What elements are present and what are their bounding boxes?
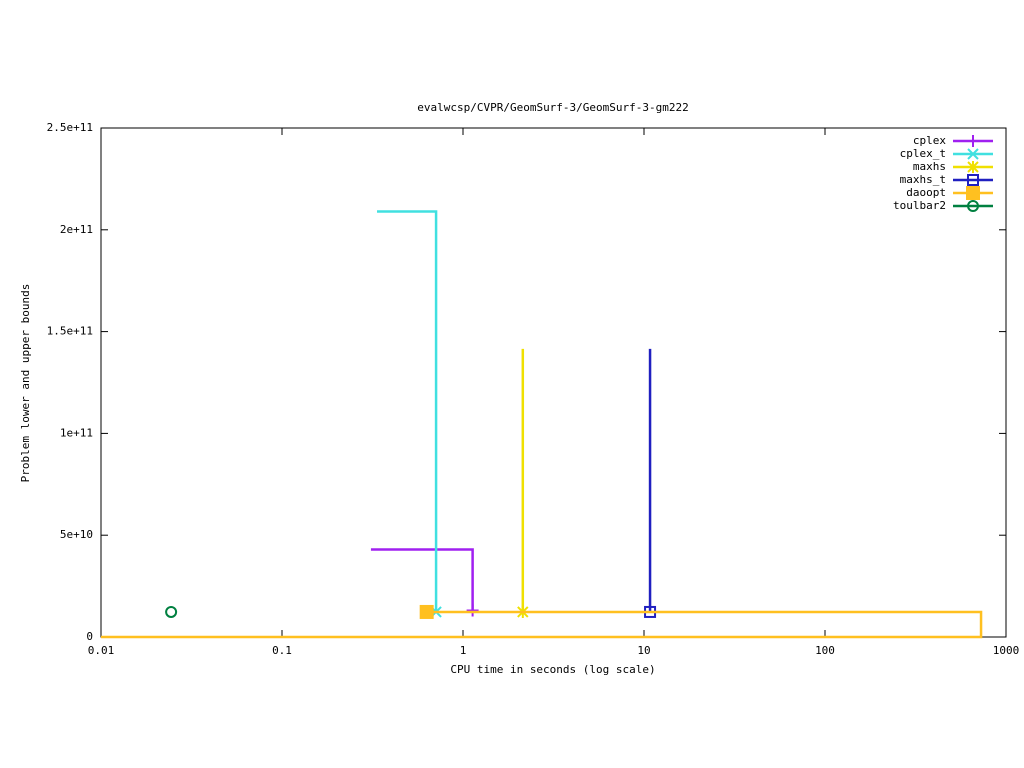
y-tick-label: 2.5e+11 — [47, 121, 93, 134]
series-marker — [165, 605, 178, 618]
y-tick-label: 1e+11 — [60, 426, 93, 439]
series-marker — [466, 604, 479, 617]
x-tick-label: 0.1 — [272, 644, 292, 657]
y-tick-label: 2e+11 — [60, 223, 93, 236]
legend-marker — [967, 161, 979, 173]
series-marker — [419, 604, 434, 619]
series-line — [370, 548, 474, 611]
x-tick-label: 1 — [460, 644, 467, 657]
legend-label: cplex_t — [900, 147, 946, 160]
legend-label: toulbar2 — [893, 199, 946, 212]
y-tick-label: 5e+10 — [60, 528, 93, 541]
legend-marker — [967, 200, 979, 212]
y-axis-label: Problem lower and upper bounds — [19, 284, 32, 483]
series-line — [377, 210, 438, 612]
legend-label: daoopt — [906, 186, 946, 199]
legend-marker — [967, 174, 979, 186]
legend-marker — [967, 148, 979, 160]
legend-label: maxhs — [913, 160, 946, 173]
legend-marker — [967, 135, 979, 147]
chart-title: evalwcsp/CVPR/GeomSurf-3/GeomSurf-3-gm22… — [417, 101, 689, 114]
legend-label: cplex — [913, 134, 946, 147]
x-tick-label: 0.01 — [88, 644, 115, 657]
x-tick-label: 10 — [637, 644, 650, 657]
x-tick-label: 1000 — [993, 644, 1020, 657]
legend-label: maxhs_t — [900, 173, 946, 186]
y-tick-label: 1.5e+11 — [47, 325, 93, 338]
legend-marker — [966, 186, 980, 200]
x-axis-label: CPU time in seconds (log scale) — [450, 663, 655, 676]
series-line — [101, 610, 983, 639]
y-tick-label: 0 — [86, 630, 93, 643]
x-tick-label: 100 — [815, 644, 835, 657]
plot-frame — [100, 127, 1007, 638]
